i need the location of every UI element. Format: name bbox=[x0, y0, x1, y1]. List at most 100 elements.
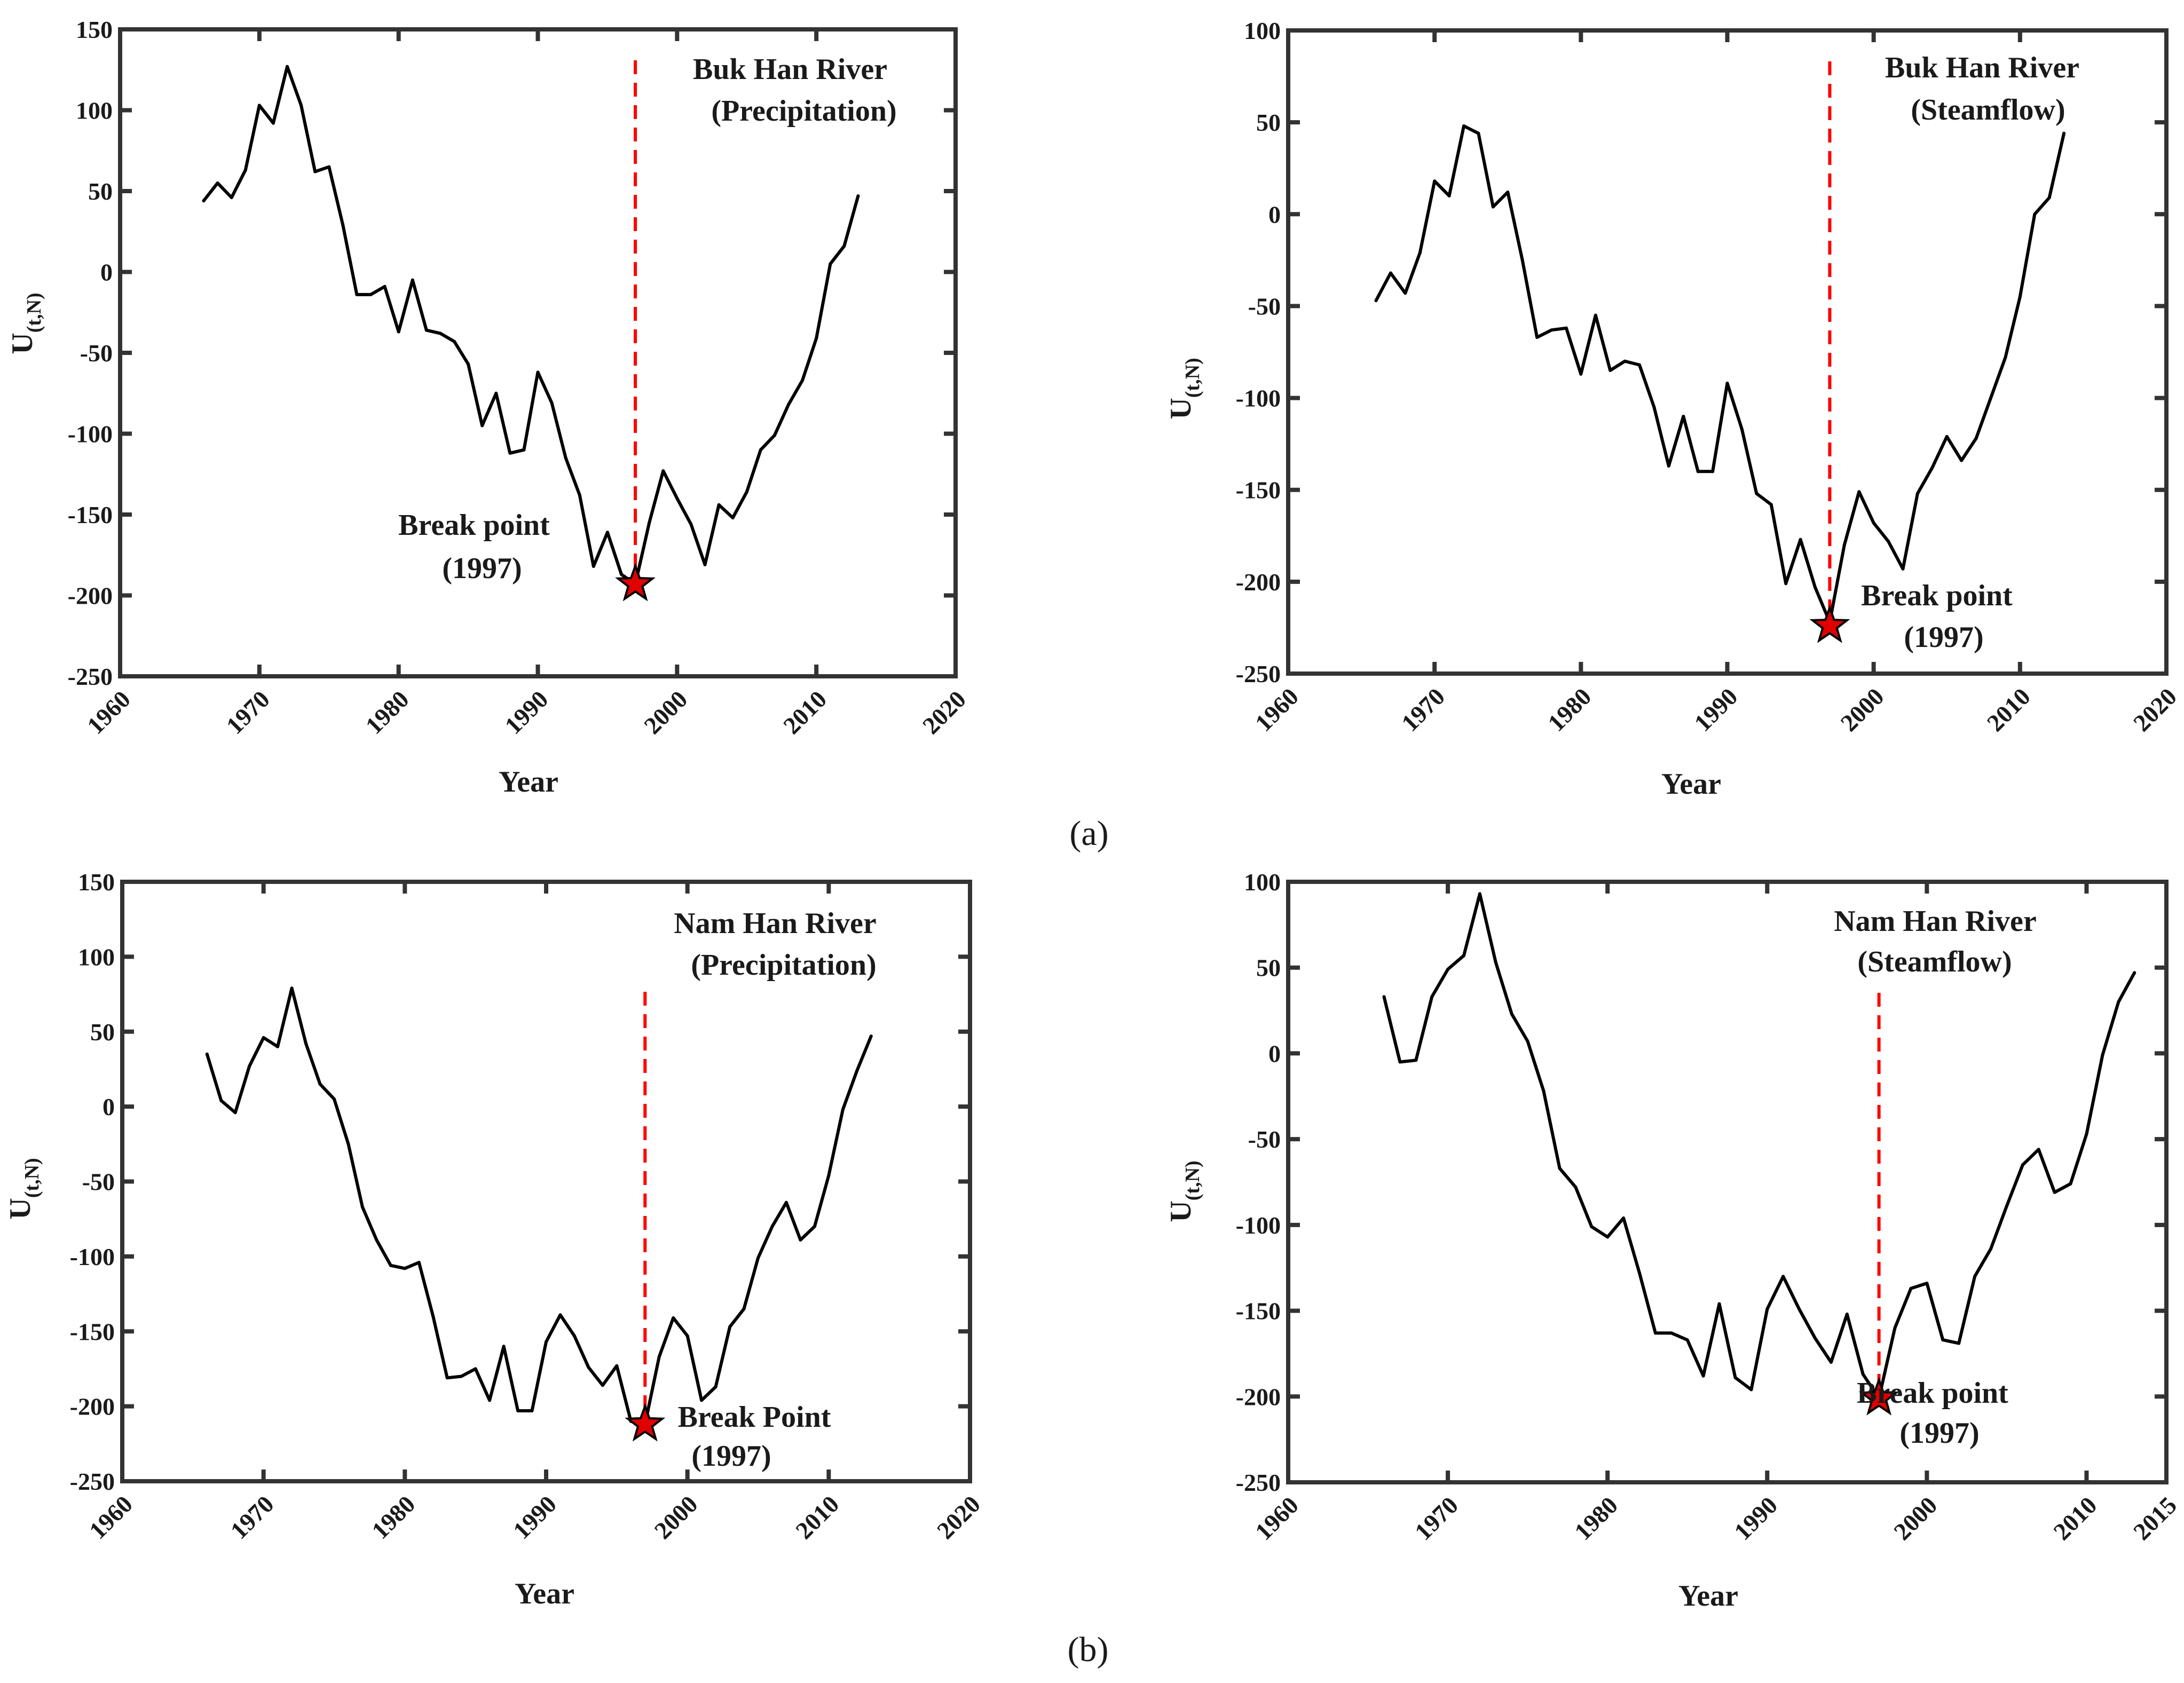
break-point-star-icon bbox=[1858, 1377, 1899, 1416]
data-point bbox=[2085, 1132, 2088, 1136]
data-point bbox=[1418, 251, 1422, 255]
data-point bbox=[286, 65, 289, 68]
x-tick-label: 2020 bbox=[932, 1490, 985, 1544]
data-point bbox=[661, 469, 665, 473]
chart-title-line-1: Nam Han River bbox=[1834, 905, 2037, 938]
data-point bbox=[205, 1052, 209, 1056]
data-point bbox=[2005, 1204, 2008, 1208]
x-tick-label: 1970 bbox=[221, 685, 275, 739]
data-point bbox=[1861, 1372, 1865, 1376]
data-point bbox=[1477, 131, 1480, 135]
chart-title-line-2: (Precipitation) bbox=[691, 949, 876, 982]
data-point bbox=[1915, 492, 1919, 495]
data-point bbox=[1989, 396, 1992, 400]
y-tick-label: -200 bbox=[70, 1393, 115, 1420]
data-point bbox=[304, 1042, 308, 1046]
data-point bbox=[1797, 1307, 1801, 1311]
data-point bbox=[799, 1238, 802, 1242]
data-point bbox=[1542, 1089, 1546, 1093]
data-point bbox=[397, 330, 400, 334]
x-axis-title: Year bbox=[499, 765, 558, 799]
x-tick-label: 2000 bbox=[638, 685, 692, 739]
data-point bbox=[1506, 191, 1510, 194]
y-tick-label: 150 bbox=[78, 868, 115, 896]
data-point bbox=[1430, 995, 1434, 999]
data-point bbox=[1622, 1216, 1626, 1220]
data-point bbox=[605, 531, 609, 534]
x-tick-label: 2010 bbox=[778, 685, 832, 739]
data-point bbox=[1974, 437, 1978, 440]
chart-title-line-1: Buk Han River bbox=[1885, 51, 2079, 84]
data-point bbox=[770, 1224, 774, 1228]
data-point bbox=[815, 336, 818, 340]
data-point bbox=[508, 451, 512, 455]
data-point bbox=[1382, 995, 1386, 999]
data-point bbox=[1784, 582, 1788, 586]
break-point-label: Break Point bbox=[678, 1401, 831, 1434]
data-point bbox=[1769, 503, 1773, 507]
y-axis-title-subscript: (t,N) bbox=[23, 293, 45, 333]
x-tick-label: 2000 bbox=[1835, 683, 1889, 737]
data-point bbox=[1446, 967, 1450, 971]
data-point bbox=[827, 1174, 831, 1178]
y-tick-label: -50 bbox=[80, 339, 113, 367]
y-tick-label: 0 bbox=[100, 259, 113, 286]
data-point bbox=[1574, 1186, 1578, 1189]
data-point bbox=[572, 1334, 576, 1338]
data-point bbox=[1667, 464, 1670, 468]
x-tick-label: 1960 bbox=[84, 1490, 138, 1544]
data-point bbox=[2033, 212, 2037, 216]
data-point bbox=[1740, 428, 1744, 431]
data-point bbox=[1652, 405, 1656, 409]
x-tick-label: 1980 bbox=[1542, 683, 1596, 737]
data-point bbox=[2053, 1190, 2056, 1194]
y-tick-label: 100 bbox=[1244, 17, 1281, 44]
data-point bbox=[2101, 1053, 2104, 1057]
y-tick-label: -50 bbox=[1248, 1126, 1281, 1153]
data-point bbox=[2069, 1182, 2072, 1186]
data-point bbox=[1725, 382, 1729, 385]
data-point bbox=[1564, 326, 1568, 330]
y-tick-label: 0 bbox=[103, 1093, 115, 1120]
data-point bbox=[1414, 1058, 1418, 1062]
data-point bbox=[1535, 336, 1539, 339]
x-tick-label: 1980 bbox=[1569, 1491, 1623, 1545]
data-point bbox=[431, 1315, 435, 1318]
data-point bbox=[714, 1385, 718, 1389]
data-point bbox=[355, 293, 359, 296]
data-point bbox=[728, 1325, 732, 1329]
data-point bbox=[1893, 1326, 1897, 1330]
y-axis-title: U(t,N) bbox=[1164, 358, 1204, 419]
data-point bbox=[369, 293, 373, 296]
chart-title-line-1: Nam Han River bbox=[674, 907, 877, 940]
data-point bbox=[2004, 355, 2007, 359]
data-point bbox=[403, 1267, 407, 1270]
x-tick-label: 2000 bbox=[649, 1490, 703, 1544]
x-tick-label: 1960 bbox=[1250, 683, 1304, 737]
data-point bbox=[1594, 313, 1597, 317]
data-point bbox=[545, 1340, 548, 1344]
data-point bbox=[233, 1111, 237, 1115]
data-point bbox=[2021, 1163, 2024, 1167]
data-point bbox=[601, 1384, 604, 1387]
data-point bbox=[1638, 1271, 1641, 1275]
data-point bbox=[1960, 459, 1964, 462]
data-point bbox=[787, 403, 790, 406]
data-point bbox=[772, 433, 776, 437]
data-point bbox=[675, 496, 679, 500]
data-point bbox=[467, 362, 470, 366]
x-tick-label: 2020 bbox=[2128, 683, 2182, 737]
data-point bbox=[411, 278, 414, 282]
y-tick-label: -250 bbox=[68, 663, 113, 690]
y-tick-label: 100 bbox=[1244, 868, 1281, 896]
break-point-label: Break point bbox=[1861, 579, 2013, 612]
x-tick-label: 2020 bbox=[917, 685, 971, 739]
data-point bbox=[558, 1313, 562, 1317]
data-point bbox=[438, 331, 442, 335]
data-point bbox=[1781, 1275, 1785, 1278]
data-point bbox=[290, 986, 294, 990]
svg-text:U(t,N): U(t,N) bbox=[1164, 1160, 1204, 1222]
data-point bbox=[1398, 1060, 1402, 1064]
y-axis-title-main: U bbox=[4, 1198, 37, 1219]
